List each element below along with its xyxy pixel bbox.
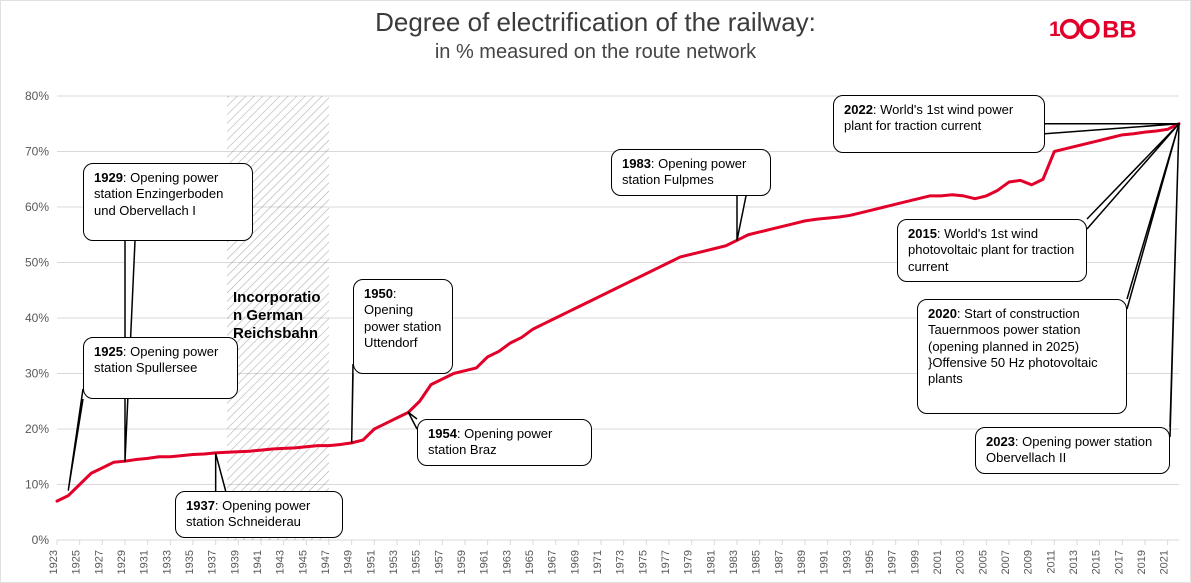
callout-pointer xyxy=(1170,124,1179,437)
x-tick-label: 2009 xyxy=(1023,550,1035,574)
x-tick-label: 1961 xyxy=(479,550,491,574)
annotation-callout: 1954: Opening power station Braz xyxy=(417,419,592,466)
x-tick-label: 1995 xyxy=(864,550,876,574)
x-tick-label: 1937 xyxy=(207,550,219,574)
annotation-callout: 1983: Opening power station Fulpmes xyxy=(611,149,771,196)
x-tick-label: 1945 xyxy=(297,550,309,574)
annotation-year: 1937 xyxy=(186,498,215,513)
annotation-callout: 2022: World's 1st wind power plant for t… xyxy=(833,95,1045,153)
x-tick-label: 1941 xyxy=(252,550,264,574)
x-tick-label: 1973 xyxy=(615,550,627,574)
annotation-callout: 2023: Opening power station Obervellach … xyxy=(975,427,1170,474)
x-tick-label: 2021 xyxy=(1159,550,1171,574)
x-tick-label: 1983 xyxy=(728,550,740,574)
x-tick-label: 1981 xyxy=(705,550,717,574)
x-tick-label: 1949 xyxy=(343,550,355,574)
x-tick-label: 1943 xyxy=(275,550,287,574)
annotation-year: 2020 xyxy=(928,306,957,321)
chart-container: Degree of electrification of the railway… xyxy=(0,0,1191,583)
shaded-region-label: Incorporation German Reichsbahn xyxy=(233,289,323,343)
x-tick-label: 1955 xyxy=(411,550,423,574)
annotation-year: 1954 xyxy=(428,426,457,441)
x-tick-label: 1989 xyxy=(796,550,808,574)
x-tick-label: 1951 xyxy=(365,550,377,574)
callout-pointer xyxy=(408,412,417,429)
y-tick-label: 10% xyxy=(25,478,49,492)
annotation-year: 2023 xyxy=(986,434,1015,449)
x-tick-label: 2013 xyxy=(1068,550,1080,574)
annotation-callout: 2020: Start of construction Tauernmoos p… xyxy=(917,299,1127,414)
x-tick-label: 1939 xyxy=(229,550,241,574)
y-tick-label: 30% xyxy=(25,367,49,381)
x-tick-label: 1997 xyxy=(887,550,899,574)
x-tick-label: 2001 xyxy=(932,550,944,574)
x-tick-label: 2003 xyxy=(955,550,967,574)
x-tick-label: 2011 xyxy=(1045,550,1057,574)
x-tick-label: 2019 xyxy=(1136,550,1148,574)
x-tick-label: 1927 xyxy=(93,550,105,574)
callout-pointer xyxy=(68,389,83,490)
x-tick-label: 1929 xyxy=(116,550,128,574)
x-tick-label: 2017 xyxy=(1113,550,1125,574)
x-tick-label: 1999 xyxy=(909,550,921,574)
annotation-callout: 2015: World's 1st wind photovoltaic plan… xyxy=(897,219,1087,282)
x-tick-label: 1987 xyxy=(773,550,785,574)
annotation-year: 2022 xyxy=(844,102,873,117)
x-tick-label: 1985 xyxy=(751,550,763,574)
x-tick-label: 1967 xyxy=(547,550,559,574)
y-tick-label: 40% xyxy=(25,311,49,325)
y-tick-label: 0% xyxy=(32,533,50,547)
callout-pointer xyxy=(216,453,226,491)
x-tick-label: 1947 xyxy=(320,550,332,574)
annotation-year: 1983 xyxy=(622,156,651,171)
x-tick-label: 1931 xyxy=(139,550,151,574)
annotation-callout: 1950: Opening power station Uttendorf xyxy=(353,279,453,374)
x-tick-label: 1925 xyxy=(71,550,83,574)
x-tick-label: 1923 xyxy=(48,550,60,574)
callout-pointer xyxy=(352,364,353,443)
x-tick-label: 1935 xyxy=(184,550,196,574)
x-tick-label: 2005 xyxy=(977,550,989,574)
y-tick-label: 70% xyxy=(25,145,49,159)
x-tick-label: 1933 xyxy=(161,550,173,574)
x-tick-label: 1957 xyxy=(433,550,445,574)
callout-pointer xyxy=(1045,124,1179,134)
y-tick-label: 80% xyxy=(25,89,49,103)
x-tick-label: 1953 xyxy=(388,550,400,574)
x-tick-label: 1965 xyxy=(524,550,536,574)
x-tick-label: 1993 xyxy=(841,550,853,574)
callout-pointer xyxy=(737,191,747,240)
x-tick-label: 2015 xyxy=(1091,550,1103,574)
x-tick-label: 1971 xyxy=(592,550,604,574)
x-tick-label: 1969 xyxy=(569,550,581,574)
annotation-callout: 1925: Opening power station Spullersee xyxy=(83,337,238,399)
annotation-year: 1925 xyxy=(94,344,123,359)
x-tick-label: 1991 xyxy=(819,550,831,574)
annotation-callout: 1929: Opening power station Enzingerbode… xyxy=(83,163,253,241)
y-tick-label: 60% xyxy=(25,200,49,214)
y-tick-label: 50% xyxy=(25,256,49,270)
x-tick-label: 1959 xyxy=(456,550,468,574)
annotation-callout: 1937: Opening power station Schneiderau xyxy=(175,491,343,538)
x-tick-label: 1979 xyxy=(683,550,695,574)
annotation-year: 1929 xyxy=(94,170,123,185)
y-tick-label: 20% xyxy=(25,422,49,436)
x-tick-label: 2007 xyxy=(1000,550,1012,574)
annotation-year: 1950 xyxy=(364,286,393,301)
x-tick-label: 1977 xyxy=(660,550,672,574)
x-tick-label: 1975 xyxy=(637,550,649,574)
annotation-year: 2015 xyxy=(908,226,937,241)
x-tick-label: 1963 xyxy=(501,550,513,574)
